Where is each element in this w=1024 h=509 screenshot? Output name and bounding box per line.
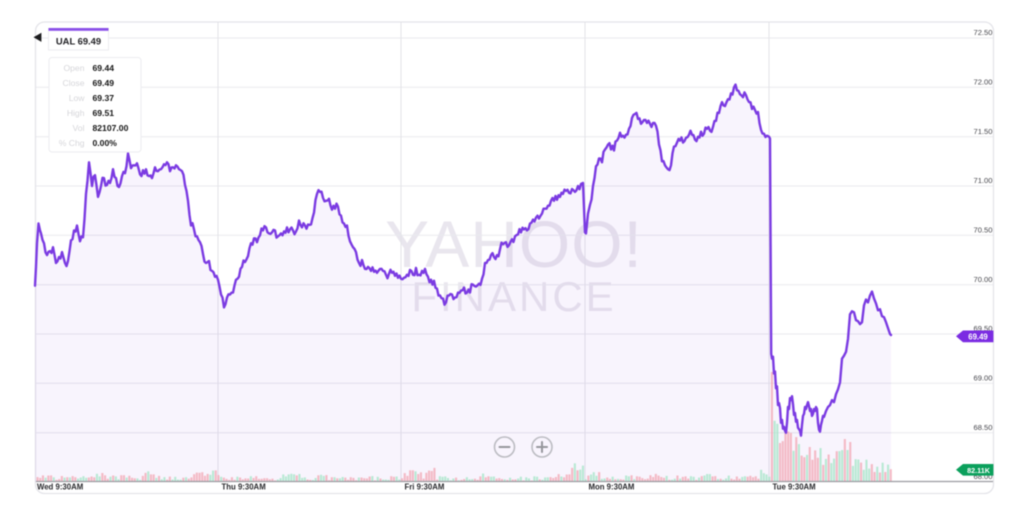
svg-text:69.49: 69.49	[93, 78, 115, 88]
svg-text:Open: Open	[63, 63, 84, 73]
svg-text:Low: Low	[69, 93, 86, 103]
svg-text:69.37: 69.37	[93, 93, 115, 103]
svg-text:Wed 9:30AM: Wed 9:30AM	[37, 483, 83, 492]
svg-text:Tue 9:30AM: Tue 9:30AM	[773, 483, 816, 492]
svg-text:69.49: 69.49	[968, 332, 988, 341]
svg-text:70.50: 70.50	[973, 226, 992, 235]
svg-text:Mon 9:30AM: Mon 9:30AM	[589, 483, 635, 492]
svg-text:UAL 69.49: UAL 69.49	[56, 36, 101, 47]
svg-text:Fri 9:30AM: Fri 9:30AM	[405, 483, 445, 492]
svg-text:82.11K: 82.11K	[967, 466, 991, 475]
svg-text:72.00: 72.00	[973, 78, 992, 87]
svg-text:High: High	[67, 108, 85, 118]
svg-text:72.50: 72.50	[973, 28, 992, 37]
svg-text:YAHOO!: YAHOO!	[385, 207, 643, 281]
svg-text:69.44: 69.44	[93, 63, 115, 73]
svg-text:70.00: 70.00	[973, 275, 992, 284]
svg-text:68.50: 68.50	[973, 423, 992, 432]
svg-text:68.00: 68.00	[973, 472, 992, 481]
svg-text:69.00: 69.00	[973, 374, 992, 383]
svg-text:82107.00: 82107.00	[93, 123, 129, 133]
svg-text:69.51: 69.51	[93, 108, 115, 118]
svg-text:FINANCE: FINANCE	[411, 273, 616, 320]
svg-text:Vol: Vol	[73, 123, 85, 133]
svg-text:Thu 9:30AM: Thu 9:30AM	[222, 483, 266, 492]
svg-text:71.00: 71.00	[973, 176, 992, 185]
svg-text:69.50: 69.50	[973, 324, 992, 333]
svg-text:% Chg: % Chg	[59, 138, 85, 148]
svg-text:71.50: 71.50	[973, 127, 992, 136]
svg-text:0.00%: 0.00%	[93, 138, 118, 148]
svg-text:Close: Close	[63, 78, 85, 88]
